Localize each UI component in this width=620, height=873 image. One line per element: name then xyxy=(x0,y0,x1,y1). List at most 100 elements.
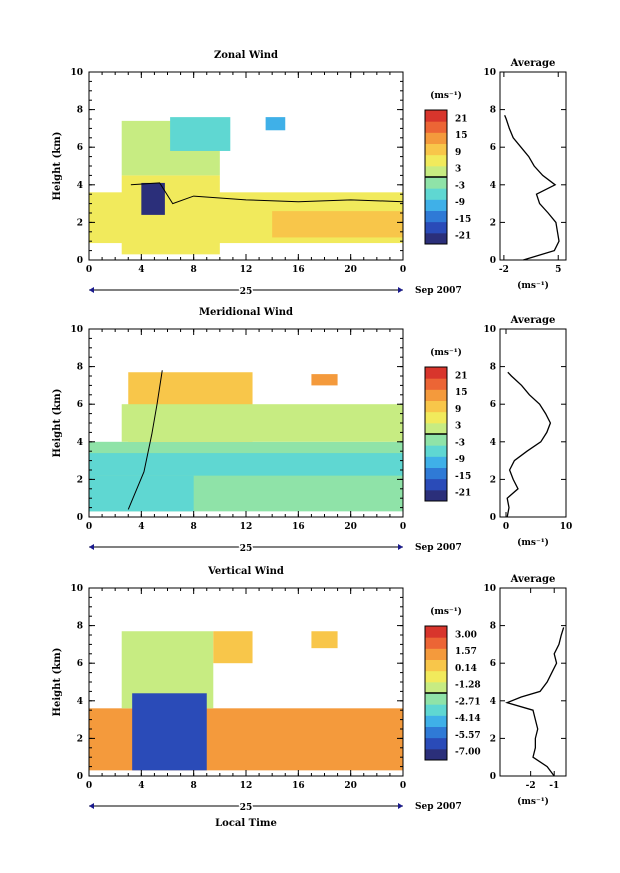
colorbar-tick-label: -9 xyxy=(455,198,465,208)
colorbar-bin xyxy=(425,422,447,435)
panel-title: Vertical Wind xyxy=(207,566,284,577)
profile-y-tick-label: 4 xyxy=(490,181,496,191)
panel-title: Zonal Wind xyxy=(214,50,278,61)
colorbar-bin xyxy=(425,489,447,502)
colorbar-bin xyxy=(425,726,447,739)
profile-y-tick-label: 0 xyxy=(490,256,496,266)
panel-title: Meridional Wind xyxy=(199,307,293,318)
day-label: 25 xyxy=(240,287,253,297)
heat-region xyxy=(272,211,403,238)
colorbar-bin xyxy=(425,704,447,716)
x-tick-label: 8 xyxy=(191,781,197,791)
heat-region xyxy=(132,693,207,771)
profile-y-tick-label: 2 xyxy=(490,218,496,228)
colorbar-bin xyxy=(425,434,447,446)
profile-x-tick-label: 5 xyxy=(555,265,561,275)
profile-y-tick-label: 4 xyxy=(490,438,496,448)
day-line-arrow-right xyxy=(398,544,403,550)
y-tick-label: 8 xyxy=(77,106,83,116)
profile-line xyxy=(504,114,560,261)
colorbar-tick-label: -21 xyxy=(455,489,471,499)
colorbar-bin xyxy=(425,411,447,424)
profile-line xyxy=(505,627,565,777)
colorbar-bin xyxy=(425,637,447,649)
y-axis-label: Height (km) xyxy=(52,132,63,201)
colorbar-label: (ms⁻¹) xyxy=(430,606,462,617)
zero-contour-line xyxy=(130,182,404,205)
y-tick-label: 4 xyxy=(77,181,83,191)
colorbar-tick-label: 15 xyxy=(455,131,468,141)
colorbar-bin xyxy=(425,154,447,167)
profile-x-label: (ms⁻¹) xyxy=(517,796,549,807)
heat-region xyxy=(89,475,194,512)
colorbar-bin xyxy=(425,221,447,234)
x-tick-label: 0 xyxy=(86,781,92,791)
colorbar-tick-label: -15 xyxy=(455,472,471,482)
profile-y-tick-label: 0 xyxy=(490,772,496,782)
profile-x-tick-label: -1 xyxy=(549,781,559,791)
x-tick-label: 12 xyxy=(240,522,253,532)
y-axis-label: Height (km) xyxy=(52,648,63,717)
x-tick-label: 16 xyxy=(292,265,305,275)
colorbar-tick-label: 3 xyxy=(455,422,461,432)
heat-region xyxy=(121,404,403,442)
profile-x-tick-label: -2 xyxy=(499,265,509,275)
colorbar-tick-label: -21 xyxy=(455,232,471,242)
colorbar-bin xyxy=(425,199,447,211)
y-tick-label: 0 xyxy=(77,513,83,523)
colorbar-tick-label: 3 xyxy=(455,165,461,175)
colorbar-tick-label: 15 xyxy=(455,388,468,398)
colorbar-tick-label: 0.14 xyxy=(455,664,477,674)
colorbar-bin xyxy=(425,478,447,491)
profile-y-tick-label: 8 xyxy=(490,363,496,373)
colorbar-bin xyxy=(425,737,447,750)
y-tick-label: 2 xyxy=(77,734,83,744)
heat-region xyxy=(89,453,403,476)
x-tick-label: 12 xyxy=(240,265,253,275)
profile-y-tick-label: 6 xyxy=(490,143,496,153)
profile-x-tick-label: 0 xyxy=(503,522,509,532)
colorbar-bin xyxy=(425,626,447,638)
profile-y-tick-label: 0 xyxy=(490,513,496,523)
colorbar-bin xyxy=(425,389,447,401)
profile-y-tick-label: 8 xyxy=(490,622,496,632)
heat-region xyxy=(265,117,286,131)
date-label: Sep 2007 xyxy=(415,802,462,812)
x-tick-label: 20 xyxy=(344,265,357,275)
x-tick-label: 0 xyxy=(400,522,406,532)
colorbar-tick-label: -3 xyxy=(455,438,465,448)
profile-y-tick-label: 4 xyxy=(490,697,496,707)
zero-contour-line xyxy=(127,370,163,510)
day-line-arrow-right xyxy=(398,803,403,809)
profile-title: Average xyxy=(510,58,556,69)
profile-y-tick-label: 8 xyxy=(490,106,496,116)
x-tick-label: 0 xyxy=(400,781,406,791)
colorbar-tick-label: -5.57 xyxy=(455,731,481,741)
x-tick-label: 8 xyxy=(191,522,197,532)
day-line-arrow-left xyxy=(89,803,94,809)
colorbar-bin xyxy=(425,210,447,223)
colorbar-tick-label: -1.28 xyxy=(455,681,481,691)
y-tick-label: 6 xyxy=(77,143,83,153)
colorbar-tick-label: 9 xyxy=(455,405,461,415)
heat-region xyxy=(311,374,338,386)
y-tick-label: 6 xyxy=(77,400,83,410)
x-tick-label: 16 xyxy=(292,522,305,532)
day-line-arrow-right xyxy=(398,287,403,293)
colorbar-tick-label: 21 xyxy=(455,371,468,381)
heat-region xyxy=(121,175,220,255)
y-tick-label: 2 xyxy=(77,218,83,228)
profile-y-tick-label: 6 xyxy=(490,659,496,669)
heat-region xyxy=(170,117,231,151)
profile-frame xyxy=(499,328,567,518)
date-label: Sep 2007 xyxy=(415,543,462,553)
profile-y-tick-label: 2 xyxy=(490,734,496,744)
colorbar-tick-label: 21 xyxy=(455,114,468,124)
profile-x-tick-label: -2 xyxy=(526,781,536,791)
profile-x-label: (ms⁻¹) xyxy=(517,537,549,548)
day-line-arrow-left xyxy=(89,544,94,550)
day-label: 25 xyxy=(240,544,253,554)
colorbar-bin xyxy=(425,681,447,694)
colorbar-tick-label: -9 xyxy=(455,455,465,465)
